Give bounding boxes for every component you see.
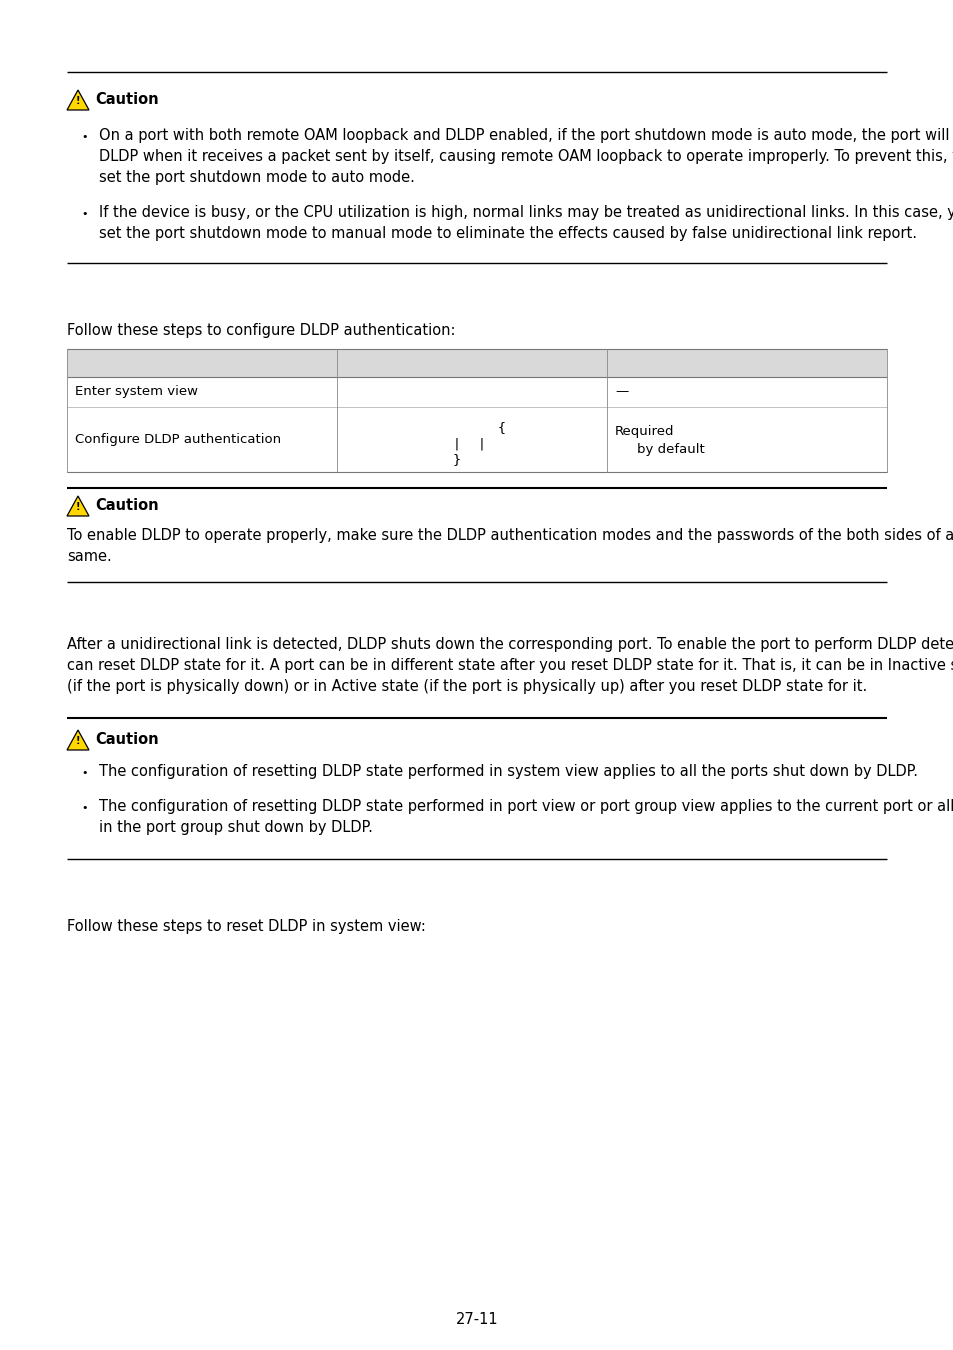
Text: by default: by default — [637, 443, 704, 456]
Text: Required: Required — [615, 425, 674, 437]
Text: in the port group shut down by DLDP.: in the port group shut down by DLDP. — [99, 819, 373, 836]
Text: The configuration of resetting DLDP state performed in port view or port group v: The configuration of resetting DLDP stat… — [99, 799, 953, 814]
Text: The configuration of resetting DLDP state performed in system view applies to al: The configuration of resetting DLDP stat… — [99, 764, 917, 779]
Text: •: • — [82, 209, 89, 219]
Text: Caution: Caution — [95, 498, 158, 513]
Text: 27-11: 27-11 — [456, 1312, 497, 1327]
Text: !: ! — [75, 96, 80, 107]
Text: set the port shutdown mode to manual mode to eliminate the effects caused by fal: set the port shutdown mode to manual mod… — [99, 225, 916, 242]
Polygon shape — [67, 730, 89, 751]
Text: •: • — [82, 132, 89, 142]
Text: Caution: Caution — [95, 733, 158, 748]
Text: can reset DLDP state for it. A port can be in different state after you reset DL: can reset DLDP state for it. A port can … — [67, 657, 953, 674]
Text: }: } — [453, 454, 460, 466]
Text: (if the port is physically down) or in Active state (if the port is physically u: (if the port is physically down) or in A… — [67, 679, 866, 694]
Text: Follow these steps to reset DLDP in system view:: Follow these steps to reset DLDP in syst… — [67, 919, 425, 934]
Text: !: ! — [75, 502, 80, 512]
Text: —: — — [615, 386, 628, 398]
Text: Follow these steps to configure DLDP authentication:: Follow these steps to configure DLDP aut… — [67, 323, 455, 338]
Text: set the port shutdown mode to auto mode.: set the port shutdown mode to auto mode. — [99, 170, 415, 185]
Text: After a unidirectional link is detected, DLDP shuts down the corresponding port.: After a unidirectional link is detected,… — [67, 637, 953, 652]
Text: Configure DLDP authentication: Configure DLDP authentication — [75, 433, 281, 446]
Bar — [67, 350, 886, 377]
Text: {: { — [497, 421, 505, 433]
Text: Caution: Caution — [95, 93, 158, 108]
Text: DLDP when it receives a packet sent by itself, causing remote OAM loopback to op: DLDP when it receives a packet sent by i… — [99, 148, 953, 163]
Text: same.: same. — [67, 549, 112, 564]
Text: |: | — [477, 437, 485, 450]
Text: To enable DLDP to operate properly, make sure the DLDP authentication modes and : To enable DLDP to operate properly, make… — [67, 528, 953, 543]
Polygon shape — [67, 90, 89, 109]
Text: Enter system view: Enter system view — [75, 386, 198, 398]
Text: If the device is busy, or the CPU utilization is high, normal links may be treat: If the device is busy, or the CPU utiliz… — [99, 205, 953, 220]
Text: •: • — [82, 768, 89, 778]
Text: •: • — [82, 803, 89, 813]
Polygon shape — [67, 495, 89, 516]
Text: On a port with both remote OAM loopback and DLDP enabled, if the port shutdown m: On a port with both remote OAM loopback … — [99, 128, 953, 143]
Text: !: ! — [75, 736, 80, 747]
Text: |: | — [453, 437, 460, 450]
